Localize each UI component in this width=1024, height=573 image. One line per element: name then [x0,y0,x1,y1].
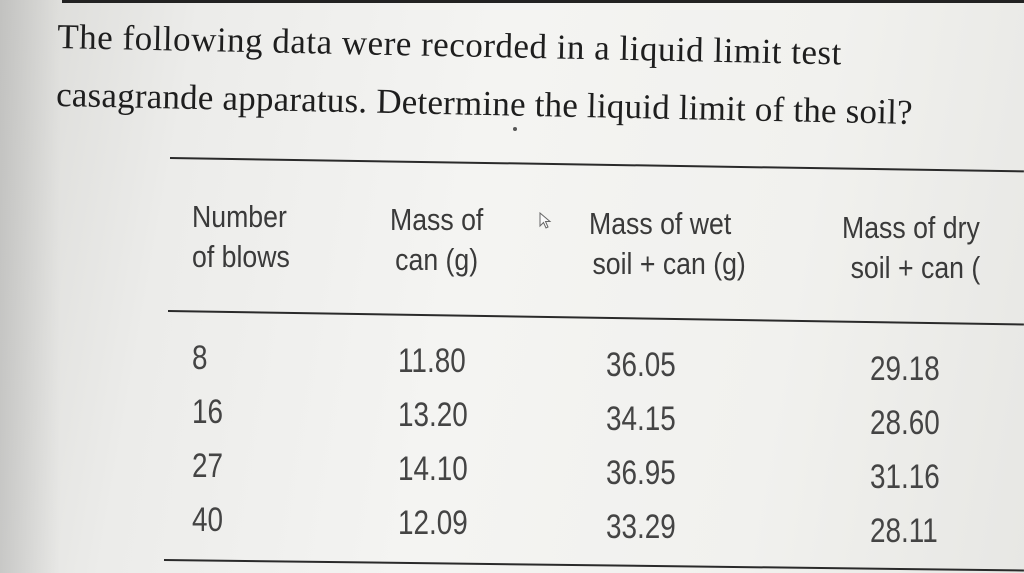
header-line: Number [192,199,287,234]
table-bottom-rule [163,559,1024,572]
header-mass-dry-soil-can: Mass of dry soil + can ( [842,208,980,288]
column-mass-wet-soil-can: 36.05 34.15 36.95 33.29 [606,338,676,554]
table-cell: 13.20 [398,396,468,434]
table-cell: 31.16 [870,458,940,496]
column-mass-of-can: 11.80 13.20 14.10 12.09 [398,334,468,550]
header-line: soil + can ( [850,250,981,285]
page-top-border [62,0,1024,3]
header-line: of blows [192,239,290,274]
header-mass-of-can: Mass of can (g) [390,200,483,280]
table-cell: 36.95 [606,454,676,492]
column-number-of-blows: 8 16 27 40 [192,331,223,547]
table-cell: 36.05 [606,346,676,384]
header-line: soil + can (g) [592,246,746,281]
table-header-rule [167,310,1024,326]
table-cell: 40 [192,501,224,539]
table-cell: 11.80 [398,342,466,380]
table-cell: 34.15 [606,400,676,438]
table-cell: 8 [192,339,208,377]
header-line: Mass of [390,202,484,237]
stray-dot [513,127,517,131]
table-cell: 28.11 [870,512,938,550]
question-text: The following data were recorded in a li… [56,8,1018,144]
mouse-pointer-icon [539,212,552,229]
table-cell: 29.18 [870,350,940,388]
header-line: Mass of dry [842,210,980,245]
header-number-of-blows: Number of blows [192,197,290,277]
table-cell: 12.09 [398,504,468,542]
header-line: Mass of wet [589,206,732,241]
table-cell: 33.29 [606,508,676,546]
table-top-rule [169,157,1024,173]
table-cell: 27 [192,447,224,485]
table-cell: 16 [192,393,224,431]
column-mass-dry-soil-can: 29.18 28.60 31.16 28.11 [870,342,940,558]
header-line: can (g) [395,242,479,277]
header-mass-wet-soil-can: Mass of wet soil + can (g) [589,204,746,284]
table-cell: 14.10 [398,450,468,488]
page-shadow [0,0,60,573]
table-cell: 28.60 [870,404,940,442]
